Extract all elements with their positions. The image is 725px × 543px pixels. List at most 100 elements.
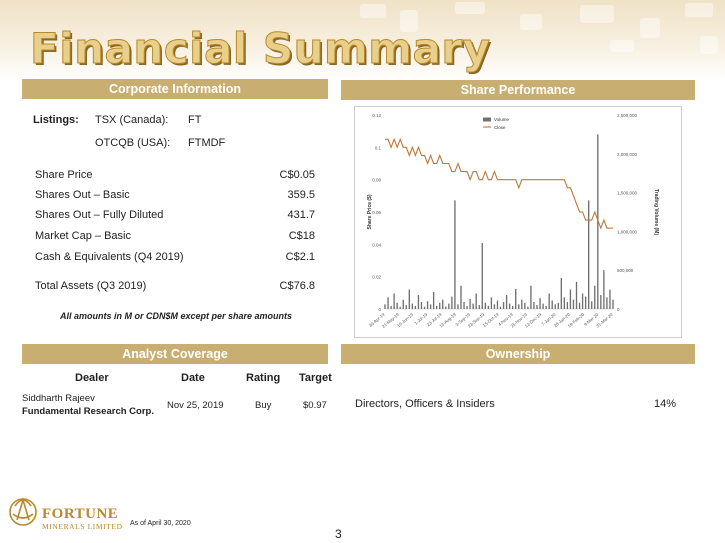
volume-bar <box>448 303 450 309</box>
volume-bar <box>600 295 602 309</box>
header-tile <box>610 40 634 52</box>
y-tick-label: 0.02 <box>372 275 381 280</box>
volume-bar <box>536 305 538 309</box>
volume-bar <box>384 304 386 309</box>
header-tile <box>580 5 614 23</box>
legend-volume-label: Volume <box>494 117 510 122</box>
listings-label: Listings: <box>33 114 79 126</box>
volume-bar <box>493 304 496 309</box>
header-band <box>0 0 725 80</box>
volume-bar <box>390 305 392 309</box>
y2-tick-label: 0 <box>617 307 620 312</box>
metric-value: C$18 <box>288 230 315 242</box>
volume-bar <box>457 304 459 309</box>
chart-svg: 0.12 0.1 0.08 0.06 0.04 0.02 0 2,500,000 2,000,0… <box>367 113 659 329</box>
metric-value: C$76.8 <box>279 280 315 292</box>
y-tick-label: 0.06 <box>372 210 381 215</box>
volume-bar <box>603 270 605 309</box>
volume-bar <box>439 302 441 309</box>
volume-bar <box>393 293 395 309</box>
volume-bar <box>411 303 414 309</box>
volume-bar <box>487 305 490 309</box>
volume-bar <box>429 304 432 309</box>
x-tick-label: 10-Jun-19 <box>396 312 415 329</box>
volume-bar <box>454 200 456 309</box>
page-number: 3 <box>335 527 342 541</box>
metric-label: Shares Out – Fully Diluted <box>35 209 164 221</box>
volume-bar <box>542 303 544 309</box>
volume-bar <box>606 297 608 309</box>
volume-bar <box>466 305 468 309</box>
close-price-line <box>385 137 613 230</box>
legend-close-label: Close <box>494 125 506 130</box>
col-header-date: Date <box>181 372 205 384</box>
volume-bar <box>551 300 553 309</box>
volume-bar <box>408 289 410 309</box>
ownership-label: Directors, Officers & Insiders <box>355 398 495 410</box>
volume-bar <box>524 302 526 309</box>
volume-bar <box>563 297 566 309</box>
volume-bar <box>499 306 502 309</box>
volume-bar <box>481 243 483 309</box>
volume-bar <box>460 285 462 309</box>
volume-bar <box>469 298 471 309</box>
x-tick-label: 31-Mar-20 <box>595 312 614 329</box>
x-tick-label: 15-Oct-19 <box>482 312 500 329</box>
col-header-dealer: Dealer <box>75 372 109 384</box>
volume-bar <box>442 299 444 309</box>
metric-value: 431.7 <box>287 209 315 221</box>
coverage-target: $0.97 <box>303 400 327 411</box>
volume-bar <box>502 302 505 309</box>
x-tick-label: 18-Feb-20 <box>567 312 586 329</box>
y2-tick-label: 2,000,000 <box>617 152 638 157</box>
volume-bar <box>396 302 398 309</box>
volume-bar <box>530 285 532 309</box>
metric-label: Cash & Equivalents (Q4 2019) <box>35 251 184 263</box>
y-tick-label: 0 <box>378 307 381 312</box>
y2-tick-label: 1,500,000 <box>617 191 638 196</box>
volume-bar <box>548 293 550 309</box>
volume-bar <box>527 306 529 309</box>
header-tile <box>640 18 660 38</box>
fortune-logo <box>9 497 37 526</box>
header-tile <box>360 4 386 18</box>
coverage-rating: Buy <box>255 400 272 411</box>
legend-volume-swatch <box>483 117 491 122</box>
analyst-name: Siddharth Rajeev <box>22 393 95 404</box>
metric-label: Market Cap – Basic <box>35 230 131 242</box>
volume-bar <box>554 304 556 309</box>
y-tick-label: 0.08 <box>372 178 381 183</box>
metric-label: Shares Out – Basic <box>35 189 130 201</box>
volume-bar <box>594 285 596 309</box>
volume-bar <box>478 305 480 309</box>
header-tile <box>685 3 713 17</box>
volume-bar <box>508 303 511 309</box>
volume-bar <box>387 297 389 309</box>
volume-bar <box>463 302 465 309</box>
volume-bar <box>597 134 599 309</box>
volume-bar <box>420 302 423 309</box>
volume-bar <box>484 302 486 309</box>
listing-exchange: OTCQB (USA): <box>95 137 171 149</box>
volume-bar <box>591 301 593 309</box>
header-tile <box>400 10 418 32</box>
volume-bar <box>578 302 581 309</box>
metric-label: Total Assets (Q3 2019) <box>35 280 147 292</box>
share-performance-heading: Share Performance <box>341 80 695 100</box>
y-tick-label: 0.1 <box>375 145 382 150</box>
volume-bar <box>436 305 438 309</box>
volume-bar <box>399 306 401 309</box>
share-performance-chart: 0.12 0.1 0.08 0.06 0.04 0.02 0 2,500,000 2,000,0… <box>354 106 682 338</box>
volume-bar <box>426 301 429 309</box>
volume-bar <box>496 300 499 309</box>
header-tile <box>700 36 718 54</box>
volume-bar <box>566 302 569 309</box>
volume-bar <box>402 299 404 309</box>
volume-bar <box>521 299 523 309</box>
y2-tick-label: 2,500,000 <box>617 113 638 118</box>
col-header-target: Target <box>299 372 332 384</box>
volume-bar <box>515 288 517 309</box>
y-tick-label: 0.04 <box>372 242 381 247</box>
page-title: Financial Summary <box>30 24 491 74</box>
y2-tick-label: 1,000,000 <box>617 229 638 234</box>
